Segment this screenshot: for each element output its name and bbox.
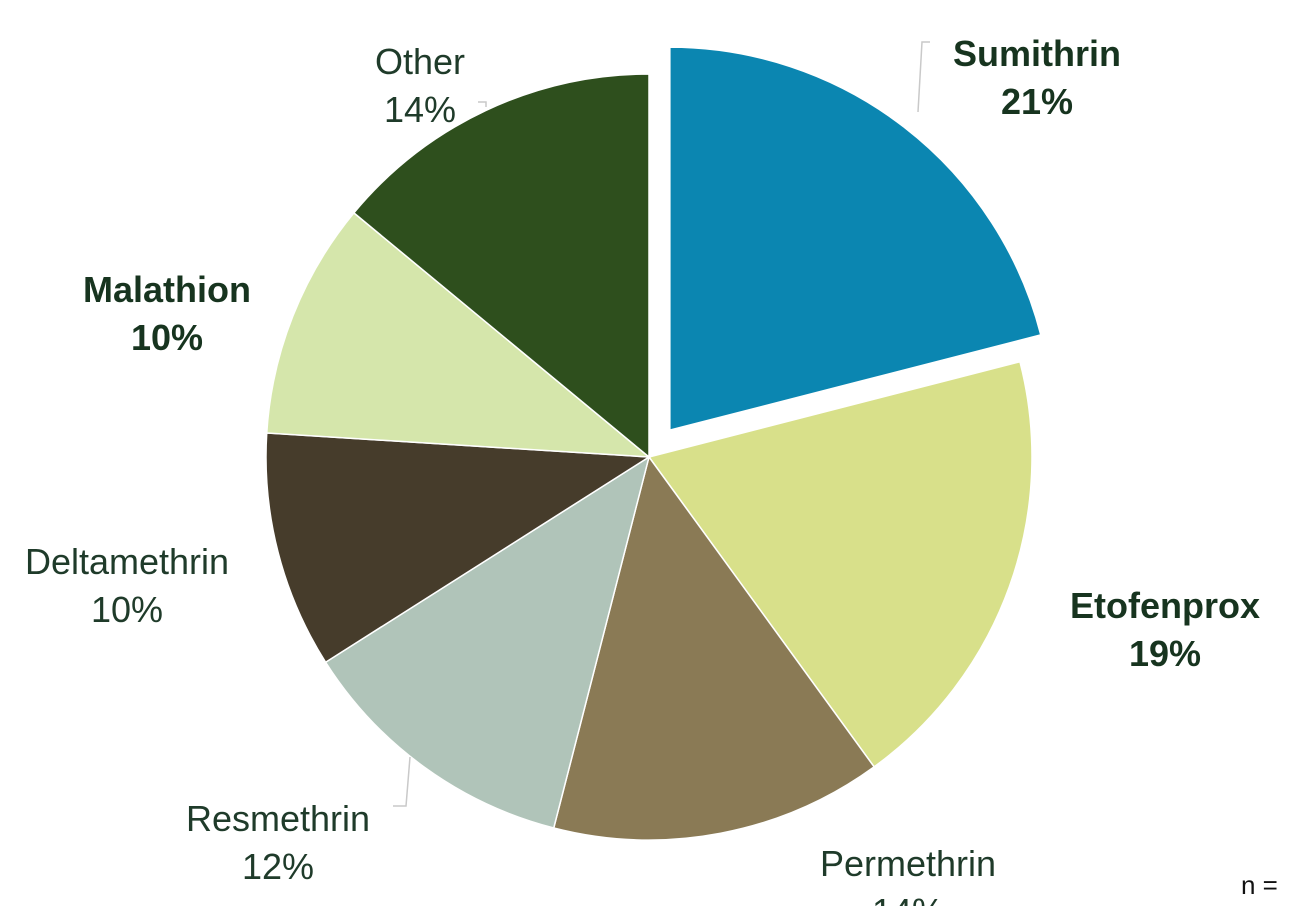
slice-label-percent: 14% — [872, 891, 944, 906]
slice-label-deltamethrin: Deltamethrin 10% — [25, 541, 229, 630]
leader-lines — [393, 41, 930, 807]
pie-slice-etofenprox — [647, 360, 1033, 768]
slice-label-name: Etofenprox — [1070, 585, 1260, 626]
slice-label-name: Other — [375, 41, 465, 82]
pie-slice-resmethrin — [324, 455, 651, 829]
slice-label-percent: 10% — [131, 317, 203, 358]
pie-slice-malathion — [265, 211, 652, 458]
slice-label-permethrin: Permethrin 14% — [820, 843, 996, 906]
slice-label-percent: 10% — [91, 589, 163, 630]
slice-label-percent: 12% — [242, 846, 314, 887]
pie-slices — [265, 46, 1042, 841]
slice-label-sumithrin: Sumithrin 21% — [953, 33, 1121, 122]
slice-label-name: Resmethrin — [186, 798, 370, 839]
slice-label-resmethrin: Resmethrin 12% — [186, 798, 370, 887]
leader-line-other — [478, 101, 487, 107]
pie-slice-permethrin — [552, 455, 876, 841]
pie-slice-other — [352, 73, 650, 459]
slice-label-name: Malathion — [83, 269, 251, 310]
slice-label-malathion: Malathion 10% — [83, 269, 251, 358]
leader-line-sumithrin — [917, 41, 930, 113]
slice-label-other: Other 14% — [375, 41, 465, 130]
slice-label-percent: 14% — [384, 89, 456, 130]
slice-label-percent: 21% — [1001, 81, 1073, 122]
slice-labels: Sumithrin 21% Etofenprox 19% Permethrin 14% Re… — [25, 33, 1260, 906]
pie-slice-deltamethrin — [265, 432, 652, 664]
leader-line-resmethrin — [393, 756, 411, 807]
slice-label-name: Deltamethrin — [25, 541, 229, 582]
slice-label-percent: 19% — [1129, 633, 1201, 674]
slice-label-name: Sumithrin — [953, 33, 1121, 74]
slice-label-etofenprox: Etofenprox 19% — [1070, 585, 1260, 674]
pie-slice-sumithrin — [669, 46, 1042, 432]
slice-label-name: Permethrin — [820, 843, 996, 884]
sample-size-note: n = — [1241, 870, 1278, 900]
